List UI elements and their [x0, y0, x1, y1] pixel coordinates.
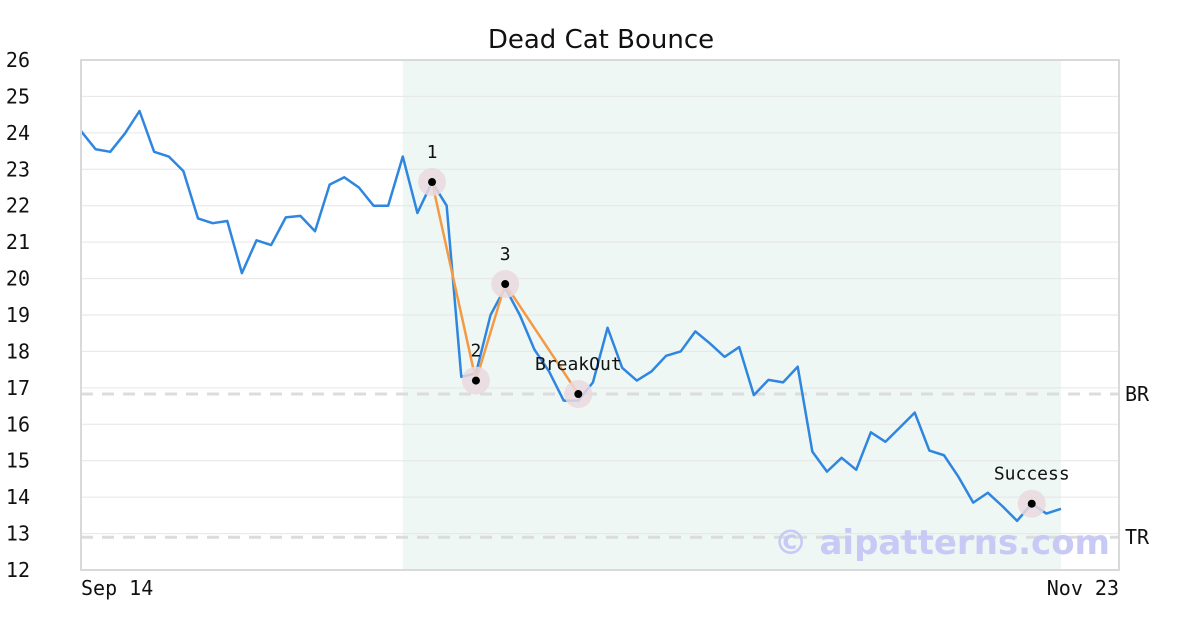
y-tick-label: 26: [6, 48, 30, 72]
y-tick-label: 19: [6, 303, 30, 327]
y-tick-label: 22: [6, 194, 30, 218]
y-tick-label: 23: [6, 157, 30, 181]
y-tick-label: 25: [6, 84, 30, 108]
level-label-tr: TR: [1125, 525, 1150, 549]
level-label-br: BR: [1125, 382, 1150, 406]
x-tick-end: Nov 23: [1047, 576, 1119, 600]
pattern-markers: 1 2 3 BreakOut Success: [418, 142, 1070, 518]
pattern-point-1-label: 1: [427, 142, 438, 163]
pattern-point-1-marker: [428, 178, 437, 187]
pattern-point-3-marker: [501, 280, 510, 289]
pattern-point-breakout-label: BreakOut: [535, 354, 622, 375]
y-tick-label: 24: [6, 121, 30, 145]
y-tick-label: 15: [6, 449, 30, 473]
pattern-point-2-marker: [471, 376, 480, 385]
chart-title: Dead Cat Bounce: [488, 25, 714, 55]
watermark: © aipatterns.com: [774, 523, 1110, 563]
pattern-point-2-label: 2: [471, 341, 482, 362]
y-tick-label: 21: [6, 230, 30, 254]
y-tick-label: 20: [6, 267, 30, 291]
success-point-marker: [1027, 499, 1036, 508]
plot-frame: [80, 59, 1120, 571]
y-axis-ticks: 12 13 14 15 16 17 18 19 20 21 22 23 24 25 26: [6, 48, 30, 582]
y-tick-label: 13: [6, 522, 30, 546]
y-tick-label: 14: [6, 485, 30, 509]
success-point-label: Success: [994, 464, 1070, 485]
x-tick-start: Sep 14: [81, 576, 153, 600]
pattern-point-breakout-marker: [574, 390, 583, 399]
y-tick-label: 18: [6, 339, 30, 363]
y-tick-label: 17: [6, 376, 30, 400]
y-tick-label: 12: [6, 558, 30, 582]
pattern-point-3-label: 3: [500, 244, 511, 265]
y-tick-label: 16: [6, 412, 30, 436]
level-lines: BR TR: [81, 382, 1150, 549]
pattern-connector-line: [430, 181, 580, 395]
